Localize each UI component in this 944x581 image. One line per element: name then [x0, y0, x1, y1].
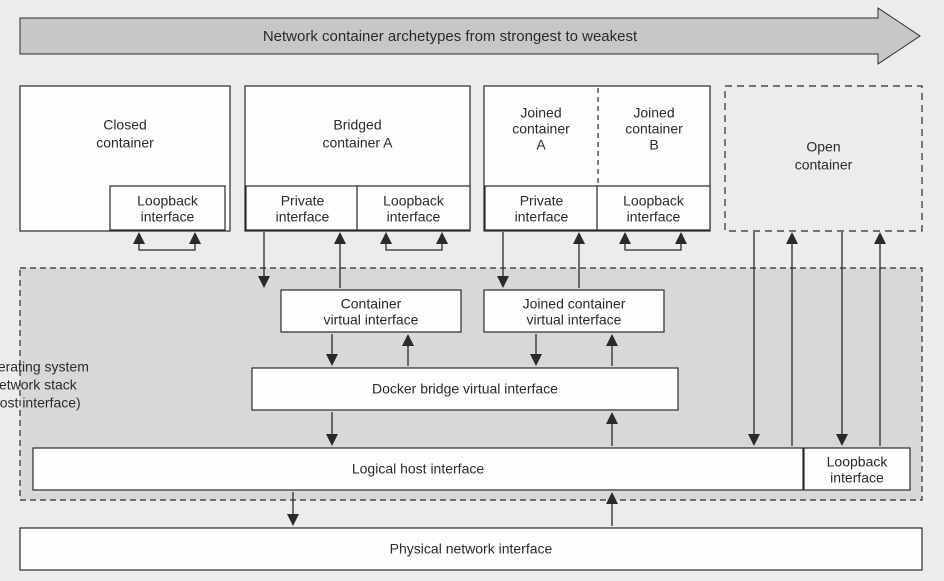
svg-text:Loopback: Loopback — [623, 193, 685, 209]
joined-loopback-self — [619, 232, 687, 250]
joined-virtual-interface: Joined containervirtual interface — [484, 290, 664, 332]
svg-text:Logical host interface: Logical host interface — [352, 461, 485, 477]
svg-text:Network container archetypes f: Network container archetypes from strong… — [263, 28, 638, 45]
svg-text:interface: interface — [830, 470, 884, 486]
svg-text:Container: Container — [341, 296, 402, 312]
svg-text:container: container — [512, 121, 570, 137]
svg-text:(host interface): (host interface) — [0, 395, 81, 411]
svg-text:Loopback: Loopback — [137, 193, 199, 209]
svg-text:Closed: Closed — [103, 117, 147, 133]
svg-text:Open: Open — [806, 139, 840, 155]
svg-text:Joined: Joined — [520, 105, 561, 121]
svg-text:Joined: Joined — [633, 105, 674, 121]
network-archetypes-diagram: Network container archetypes from strong… — [0, 0, 944, 581]
host-loopback-interface: Loopbackinterface — [804, 448, 910, 490]
logical-host-interface: Logical host interface — [33, 448, 803, 490]
svg-text:interface: interface — [141, 209, 195, 225]
svg-text:interface: interface — [276, 209, 330, 225]
svg-text:Physical network interface: Physical network interface — [390, 541, 553, 557]
svg-text:B: B — [649, 137, 658, 153]
banner-arrow: Network container archetypes from strong… — [20, 8, 920, 64]
svg-text:Joined container: Joined container — [523, 296, 626, 312]
joined-containers: JoinedcontainerAJoinedcontainerBPrivatei… — [484, 86, 710, 231]
svg-text:container: container — [96, 135, 154, 151]
docker-bridge-interface: Docker bridge virtual interface — [252, 368, 678, 410]
svg-text:Operating system: Operating system — [0, 359, 89, 375]
svg-text:Loopback: Loopback — [383, 193, 445, 209]
svg-text:Loopback: Loopback — [827, 454, 889, 470]
svg-text:virtual interface: virtual interface — [324, 312, 419, 328]
svg-text:Docker bridge virtual interfac: Docker bridge virtual interface — [372, 381, 558, 397]
bridged-container: Bridgedcontainer APrivateinterfaceLoopba… — [245, 86, 470, 231]
svg-text:interface: interface — [387, 209, 441, 225]
svg-text:container: container — [625, 121, 683, 137]
svg-text:container A: container A — [322, 135, 393, 151]
open-container: Open container — [725, 86, 922, 231]
svg-text:Bridged: Bridged — [333, 117, 381, 133]
bridged-loopback-self — [380, 232, 448, 250]
svg-text:interface: interface — [515, 209, 569, 225]
svg-text:container: container — [795, 157, 853, 173]
svg-text:Private: Private — [281, 193, 325, 209]
svg-text:virtual interface: virtual interface — [527, 312, 622, 328]
container-virtual-interface: Containervirtual interface — [281, 290, 461, 332]
svg-text:A: A — [536, 137, 546, 153]
svg-text:Private: Private — [520, 193, 564, 209]
closed-loopback-self — [133, 232, 201, 250]
closed-container: Closed container Loopbackinterface — [20, 86, 230, 231]
svg-text:network stack: network stack — [0, 377, 78, 393]
physical-network-interface: Physical network interface — [20, 528, 922, 570]
svg-text:interface: interface — [627, 209, 681, 225]
